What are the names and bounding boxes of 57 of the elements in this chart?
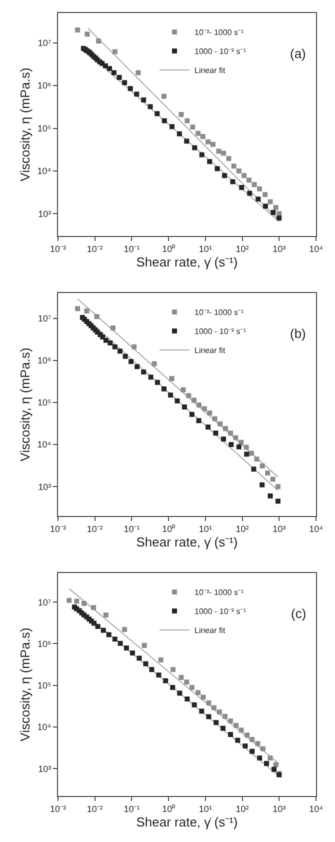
y-tick-label: 10³ bbox=[38, 764, 52, 774]
y-tick-label: 10⁷ bbox=[38, 38, 52, 48]
x-tick-label: 10⁻³ bbox=[50, 524, 66, 534]
x-tick-label: 10⁻² bbox=[86, 244, 103, 254]
x-tick-label: 10³ bbox=[272, 244, 286, 254]
legend-label: Linear fit bbox=[194, 346, 226, 356]
y-tick-label: 10³ bbox=[38, 482, 52, 492]
y-tick-label: 10⁵ bbox=[37, 123, 52, 134]
y-tick-label: 10⁵ bbox=[37, 398, 52, 408]
y-tick-label: 10³ bbox=[38, 208, 52, 219]
x-axis-title: Shear rate, γ̇ (s⁻¹) bbox=[136, 534, 238, 550]
x-tick-label: 10⁻¹ bbox=[124, 244, 140, 254]
x-tick-label: 10¹ bbox=[198, 804, 212, 814]
x-tick-label: 10⁻¹ bbox=[124, 524, 140, 534]
x-tick-label: 10¹ bbox=[198, 244, 212, 254]
x-tick-label: 10³ bbox=[272, 804, 286, 814]
x-axis-title: Shear rate, γ̇ (s⁻¹) bbox=[136, 814, 238, 830]
x-tick-label: 10³ bbox=[272, 524, 286, 534]
y-tick-label: 10⁴ bbox=[37, 440, 52, 450]
x-tick-label: 10² bbox=[236, 804, 249, 814]
legend-label: 10⁻³- 1000 s⁻¹ bbox=[194, 588, 244, 598]
x-tick-label: 10⁻¹ bbox=[124, 804, 140, 814]
x-axis-title: Shear rate, γ̇ (s⁻¹) bbox=[136, 254, 238, 270]
y-tick-label: 10⁶ bbox=[37, 638, 52, 649]
legend-label: 1000 - 10⁻³ s⁻¹ bbox=[194, 47, 246, 56]
x-tick-label: 10⁻² bbox=[86, 804, 103, 814]
legend-label: 10⁻³- 1000 s⁻¹ bbox=[194, 308, 244, 318]
legend-label: 10⁻³- 1000 s⁻¹ bbox=[194, 28, 244, 38]
y-axis-title: Viscosity, η (mPa.s) bbox=[17, 628, 32, 742]
annotation: (c) bbox=[291, 606, 306, 621]
x-tick-label: 10⁻² bbox=[86, 524, 103, 534]
y-tick-label: 10⁶ bbox=[37, 356, 52, 366]
annotation: (a) bbox=[290, 46, 306, 61]
y-tick-label: 10⁷ bbox=[38, 313, 52, 324]
x-tick-label: 10² bbox=[236, 524, 249, 534]
y-axis-title: Viscosity, η (mPa.s) bbox=[17, 348, 32, 462]
annotation: (b) bbox=[290, 326, 306, 341]
y-tick-label: 10⁵ bbox=[37, 680, 52, 691]
y-tick-label: 10⁷ bbox=[38, 597, 52, 608]
x-tick-label: 10⁴ bbox=[309, 804, 324, 814]
legend-label: Linear fit bbox=[194, 66, 226, 76]
x-tick-label: 10⁰ bbox=[162, 524, 176, 534]
x-tick-label: 10⁻³ bbox=[50, 804, 66, 814]
y-axis-title: Viscosity, η (mPa.s) bbox=[17, 68, 32, 182]
x-tick-label: 10⁻³ bbox=[50, 244, 66, 254]
y-tick-label: 10⁶ bbox=[37, 80, 52, 91]
x-tick-label: 10² bbox=[236, 244, 249, 254]
x-tick-label: 10⁰ bbox=[162, 244, 176, 254]
legend-label: 1000 - 10⁻³ s⁻¹ bbox=[194, 607, 246, 616]
x-tick-label: 10⁴ bbox=[309, 244, 324, 254]
x-tick-label: 10⁰ bbox=[162, 804, 176, 814]
legend-label: 1000 - 10⁻³ s⁻¹ bbox=[194, 327, 246, 336]
legend-label: Linear fit bbox=[194, 626, 226, 636]
y-tick-label: 10⁴ bbox=[37, 166, 52, 176]
y-tick-label: 10⁴ bbox=[37, 722, 52, 732]
x-tick-label: 10⁴ bbox=[309, 524, 324, 534]
x-tick-label: 10¹ bbox=[198, 524, 212, 534]
